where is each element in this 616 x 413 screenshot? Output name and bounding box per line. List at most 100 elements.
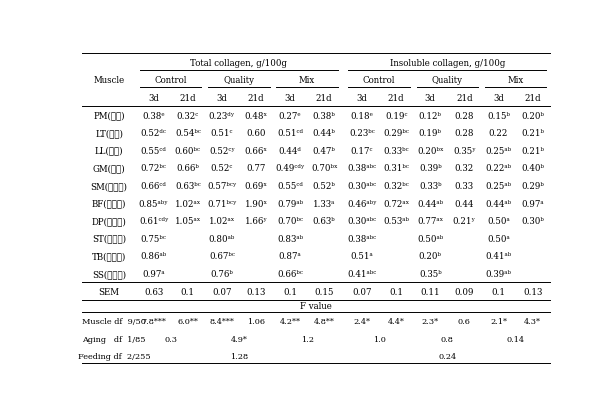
Text: 0.20ᵇ: 0.20ᵇ	[521, 111, 544, 120]
Text: 3d: 3d	[285, 94, 296, 103]
Text: 0.97ᵃ: 0.97ᵃ	[142, 269, 165, 278]
Text: 0.57ᵇᶜʸ: 0.57ᵇᶜʸ	[207, 181, 237, 190]
Text: 0.39ᵇ: 0.39ᵇ	[419, 164, 442, 173]
Text: 2.3*: 2.3*	[422, 317, 439, 325]
Text: 0.31ᵇᶜ: 0.31ᵇᶜ	[383, 164, 409, 173]
Text: 0.33ᵇ: 0.33ᵇ	[419, 181, 442, 190]
Text: 21d: 21d	[179, 94, 196, 103]
Text: 0.38ᵃᵇᶜ: 0.38ᵃᵇᶜ	[347, 164, 376, 173]
Text: 0.30ᵇ: 0.30ᵇ	[521, 216, 544, 225]
Text: 0.23ᵇᶜ: 0.23ᵇᶜ	[349, 129, 375, 138]
Text: 1.0: 1.0	[373, 335, 386, 343]
Text: 0.13: 0.13	[246, 287, 265, 296]
Text: 0.20ᵇ: 0.20ᵇ	[419, 252, 442, 261]
Text: 0.52ᵈᶜ: 0.52ᵈᶜ	[141, 129, 167, 138]
Text: 0.72ᵃˣ: 0.72ᵃˣ	[383, 199, 409, 208]
Text: F value: F value	[300, 302, 331, 311]
Text: 4.2**: 4.2**	[280, 317, 301, 325]
Text: 0.6: 0.6	[458, 317, 471, 325]
Text: 0.49ᶜᵈʸ: 0.49ᶜᵈʸ	[275, 164, 305, 173]
Text: 3d: 3d	[425, 94, 436, 103]
Text: 1.2: 1.2	[301, 335, 314, 343]
Text: 0.20ᵇˣ: 0.20ᵇˣ	[417, 146, 444, 155]
Text: 0.25ᵃᵇ: 0.25ᵃᵇ	[485, 146, 511, 155]
Text: 0.41ᵃᵇᶜ: 0.41ᵃᵇᶜ	[347, 269, 377, 278]
Text: 7.8***: 7.8***	[141, 317, 166, 325]
Text: 0.52ᵇ: 0.52ᵇ	[313, 181, 336, 190]
Text: 3d: 3d	[216, 94, 227, 103]
Text: 0.1: 0.1	[283, 287, 297, 296]
Text: TB(목심살): TB(목심살)	[92, 252, 126, 261]
Text: 1.02ᵃˣ: 1.02ᵃˣ	[174, 199, 201, 208]
Text: 0.44: 0.44	[455, 199, 474, 208]
Text: 6.0**: 6.0**	[177, 317, 198, 325]
Text: 0.33ᵇᶜ: 0.33ᵇᶜ	[383, 146, 409, 155]
Text: 0.67ᵇᶜ: 0.67ᵇᶜ	[209, 252, 235, 261]
Text: Quality: Quality	[432, 76, 463, 85]
Text: 1.28: 1.28	[230, 352, 248, 360]
Text: 0.25ᵃᵇ: 0.25ᵃᵇ	[485, 181, 511, 190]
Text: 0.77ᵃˣ: 0.77ᵃˣ	[417, 216, 444, 225]
Text: 0.11: 0.11	[421, 287, 440, 296]
Text: 0.63: 0.63	[144, 287, 163, 296]
Text: 4.8**: 4.8**	[314, 317, 334, 325]
Text: 0.07: 0.07	[212, 287, 232, 296]
Text: Aging   df  1/85: Aging df 1/85	[83, 335, 146, 343]
Text: 0.87ᵃ: 0.87ᵃ	[278, 252, 301, 261]
Text: 1.06: 1.06	[247, 317, 265, 325]
Text: 0.40ᵇ: 0.40ᵇ	[521, 164, 544, 173]
Text: 0.3: 0.3	[164, 335, 177, 343]
Text: 0.22: 0.22	[489, 129, 508, 138]
Text: 0.38ᵇ: 0.38ᵇ	[313, 111, 336, 120]
Text: 0.33: 0.33	[455, 181, 474, 190]
Text: 0.55ᶜᵈ: 0.55ᶜᵈ	[277, 181, 303, 190]
Text: LL(체근): LL(체근)	[95, 146, 124, 155]
Text: 0.44ᵃᵇ: 0.44ᵃᵇ	[485, 199, 511, 208]
Text: Insoluble collagen, g/100g: Insoluble collagen, g/100g	[390, 59, 505, 68]
Text: 0.35ᵇ: 0.35ᵇ	[419, 269, 442, 278]
Text: 0.30ᵃᵇᶜ: 0.30ᵃᵇᶜ	[347, 216, 376, 225]
Text: 0.24: 0.24	[438, 352, 456, 360]
Text: 0.50ᵃᵇ: 0.50ᵃᵇ	[417, 234, 444, 243]
Text: 0.51ᶜ: 0.51ᶜ	[211, 129, 233, 138]
Text: 0.60: 0.60	[246, 129, 265, 138]
Text: 8.4***: 8.4***	[209, 317, 234, 325]
Text: 21d: 21d	[248, 94, 264, 103]
Text: BF(설짃살): BF(설짃살)	[92, 199, 126, 208]
Text: 21d: 21d	[524, 94, 541, 103]
Text: 0.69ˣ: 0.69ˣ	[245, 181, 267, 190]
Text: 4.9*: 4.9*	[230, 335, 248, 343]
Text: 0.21ʸ: 0.21ʸ	[453, 216, 476, 225]
Text: 0.66ᵇᶜ: 0.66ᵇᶜ	[277, 269, 303, 278]
Text: 0.63ᵇ: 0.63ᵇ	[313, 216, 336, 225]
Text: 2.4*: 2.4*	[354, 317, 371, 325]
Text: 0.55ᶜᵈ: 0.55ᶜᵈ	[141, 146, 167, 155]
Text: GM(보심): GM(보심)	[93, 164, 126, 173]
Text: 0.46ᵃᵇʸ: 0.46ᵃᵇʸ	[347, 199, 377, 208]
Text: SS(꽀리살): SS(꽀리살)	[92, 269, 126, 278]
Text: Control: Control	[363, 76, 395, 85]
Text: 1.02ᵃˣ: 1.02ᵃˣ	[209, 216, 235, 225]
Text: 3d: 3d	[493, 94, 504, 103]
Text: 0.15: 0.15	[314, 287, 334, 296]
Text: Mix: Mix	[299, 76, 315, 85]
Text: 0.29ᵇᶜ: 0.29ᵇᶜ	[383, 129, 409, 138]
Text: 2.1*: 2.1*	[490, 317, 507, 325]
Text: Muscle df  9/50: Muscle df 9/50	[82, 317, 146, 325]
Text: 0.21ᵇ: 0.21ᵇ	[521, 146, 544, 155]
Text: 1.66ʸ: 1.66ʸ	[245, 216, 267, 225]
Text: 0.79ᵃᵇ: 0.79ᵃᵇ	[277, 199, 303, 208]
Text: 21d: 21d	[388, 94, 405, 103]
Text: SM(우둥살): SM(우둥살)	[91, 181, 128, 190]
Text: 0.83ᵃᵇ: 0.83ᵃᵇ	[277, 234, 303, 243]
Text: 4.3*: 4.3*	[524, 317, 541, 325]
Text: 0.35ʸ: 0.35ʸ	[453, 146, 476, 155]
Text: 0.63ᵇᶜ: 0.63ᵇᶜ	[175, 181, 201, 190]
Text: 0.1: 0.1	[389, 287, 403, 296]
Text: 0.66ᵇ: 0.66ᵇ	[176, 164, 199, 173]
Text: 0.09: 0.09	[455, 287, 474, 296]
Text: 0.1: 0.1	[492, 287, 506, 296]
Text: 3d: 3d	[148, 94, 159, 103]
Text: 0.19ᵇ: 0.19ᵇ	[419, 129, 442, 138]
Text: 4.4*: 4.4*	[387, 317, 405, 325]
